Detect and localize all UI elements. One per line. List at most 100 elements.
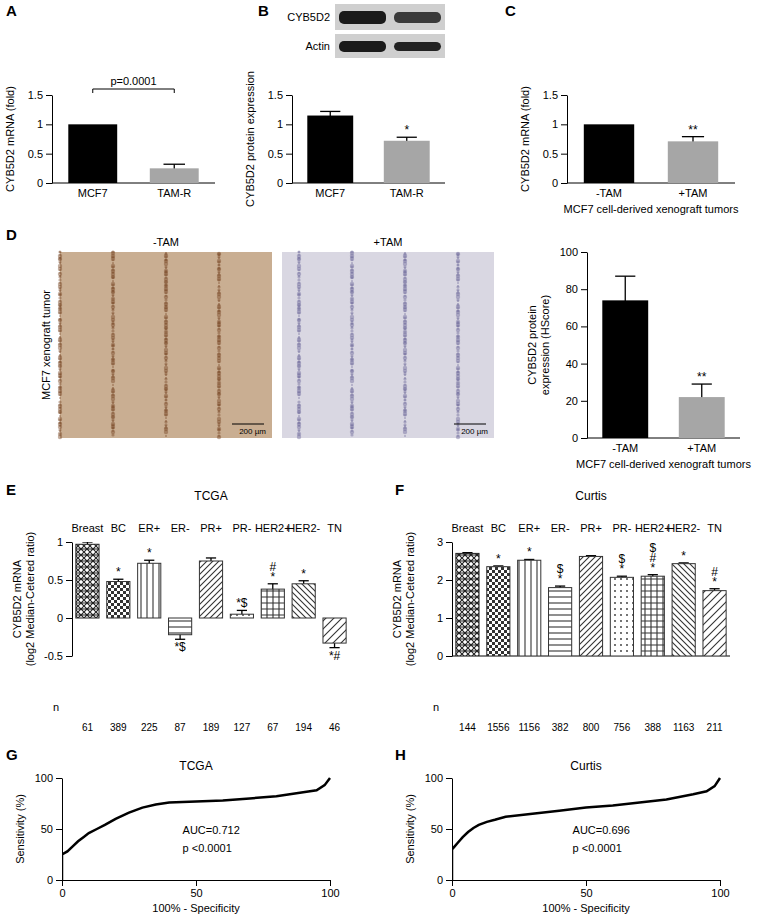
cell-nucleus [111, 290, 114, 293]
cell-nucleus [164, 280, 167, 283]
cell-nucleus [456, 402, 460, 406]
cell-nucleus [350, 264, 354, 268]
cell-nucleus [165, 399, 167, 401]
tick-mark [581, 401, 587, 402]
cell-nucleus [297, 418, 300, 421]
cell-nucleus [59, 354, 61, 356]
y-axis: 050100 [35, 772, 63, 886]
bar [76, 544, 99, 618]
cell-nucleus [218, 428, 220, 430]
cell-nucleus [164, 402, 168, 406]
cell-nucleus [111, 344, 114, 347]
cell-nucleus [456, 309, 459, 312]
tick: 100 [321, 880, 339, 899]
cell-nucleus [297, 421, 300, 424]
cell-nucleus [217, 339, 220, 342]
cell-nucleus [351, 356, 353, 358]
cell-nucleus [456, 278, 459, 281]
significance-mark: * [147, 546, 152, 560]
tick-mark [66, 618, 72, 619]
cell-nucleus [217, 252, 221, 256]
cell-nucleus [111, 369, 114, 372]
n-value: 127 [234, 722, 251, 733]
cell-nucleus [164, 369, 168, 373]
cell-nucleus [164, 356, 168, 360]
tick-label: 0 [59, 887, 65, 899]
cell-nucleus [403, 334, 406, 337]
marks [584, 124, 718, 183]
x-axis-title: MCF7 cell-derived xenograft tumors [564, 203, 739, 215]
bar-panel: 00.511.5-TAM+TAMMCF7 cell-derived xenogr… [519, 86, 739, 215]
cell-nucleus [457, 282, 459, 284]
cell-nucleus [217, 407, 221, 411]
cell-nucleus [112, 295, 114, 297]
cell-nucleus [404, 285, 406, 287]
cell-nucleus [404, 435, 406, 437]
cell-nucleus [350, 408, 353, 411]
cell-nucleus [351, 298, 353, 300]
cell-nucleus [164, 352, 167, 355]
cell-nucleus [217, 385, 220, 388]
cell-nucleus [58, 257, 62, 261]
bar [292, 584, 315, 618]
error-cap [206, 557, 216, 558]
tick-mark [446, 778, 452, 779]
tick-label: 1 [277, 118, 283, 130]
cell-nucleus [404, 420, 406, 422]
cell-nucleus [164, 362, 167, 365]
cell-nucleus [217, 435, 221, 439]
cell-nucleus [164, 262, 168, 266]
cell-nucleus [165, 252, 167, 254]
tick-mark [46, 183, 52, 184]
error-cap [320, 111, 340, 112]
cell-nucleus [404, 259, 406, 261]
cell-nucleus [350, 426, 353, 429]
cell-nucleus [164, 377, 167, 380]
panel-letter: D [6, 226, 17, 243]
y-axis: 00.511.5 [28, 89, 53, 189]
cell-nucleus [111, 405, 114, 408]
cell-nucleus [59, 387, 61, 389]
bar [199, 561, 222, 618]
cell-nucleus [457, 272, 459, 274]
error-cap [163, 164, 185, 165]
cell-nucleus [59, 351, 61, 353]
cell-nucleus [165, 259, 167, 261]
tick-mark [452, 880, 453, 886]
cell-nucleus [298, 430, 300, 432]
cell-nucleus [456, 428, 459, 431]
marks [62, 778, 330, 880]
x-axis-title: MCF7 cell-derived xenograft tumors [576, 458, 751, 470]
cell-nucleus [164, 394, 168, 398]
cell-nucleus [165, 417, 167, 419]
category-label: MCF7 [315, 187, 345, 199]
cell-nucleus [111, 282, 115, 286]
cell-nucleus [403, 380, 406, 383]
cell-nucleus [403, 326, 406, 329]
cell-nucleus [350, 301, 353, 304]
cell-nucleus [218, 382, 220, 384]
cell-nucleus [111, 311, 114, 314]
cell-nucleus [350, 329, 353, 332]
cell-nucleus [403, 258, 406, 261]
cell-nucleus [403, 394, 407, 398]
cell-nucleus [350, 423, 353, 426]
cell-nucleus [456, 259, 460, 263]
significance-mark: * [620, 562, 625, 576]
annotation: p=0.0001 [110, 75, 156, 87]
cell-nucleus [111, 290, 115, 294]
cell-nucleus [404, 410, 406, 412]
cell-nucleus [218, 321, 220, 323]
cell-nucleus [351, 348, 353, 350]
cell-nucleus [350, 265, 353, 268]
tick-mark [561, 154, 567, 155]
cell-nucleus [298, 262, 300, 264]
cell-nucleus [164, 270, 167, 273]
n-value: 1556 [487, 722, 510, 733]
cell-nucleus [164, 413, 167, 416]
cell-nucleus [404, 425, 406, 427]
western-blot: CYB5D2Actin [287, 4, 445, 58]
category-label: ER+ [518, 522, 540, 534]
cell-nucleus [217, 413, 220, 416]
n-value: 389 [110, 722, 127, 733]
